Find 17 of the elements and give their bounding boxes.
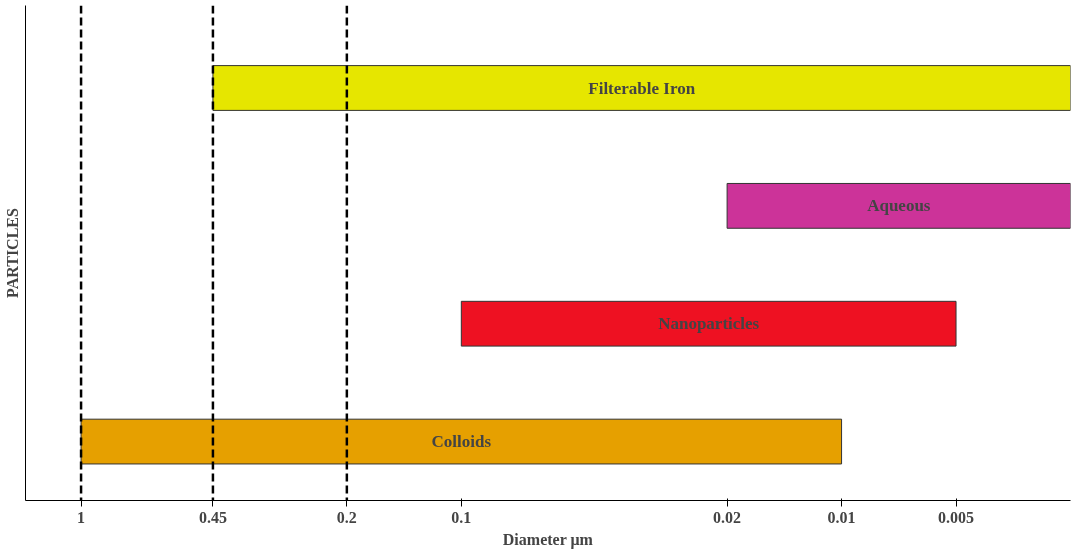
x-tick-label: 0.1 <box>451 508 472 526</box>
x-axis-title: Diameter μm <box>502 530 594 549</box>
x-tick-label: 0.45 <box>198 508 227 526</box>
bar <box>726 182 1071 229</box>
y-axis-title: PARTICLES <box>3 207 21 298</box>
x-tick-label: 0.2 <box>336 508 357 526</box>
y-tick-label: Nanoparticles <box>658 314 760 334</box>
bar <box>460 300 957 347</box>
y-tick-label: Filterable Iron <box>588 78 696 98</box>
bar <box>80 418 843 465</box>
bar <box>212 65 1071 111</box>
x-tick-label: 0.01 <box>827 508 856 526</box>
y-tick-label: Colloids <box>431 432 492 452</box>
x-tick-label: 1 <box>77 508 86 526</box>
y-tick-label: Aqueous <box>867 196 931 216</box>
x-tick-label: 0.02 <box>713 508 742 526</box>
x-tick-label: 0.005 <box>938 508 975 526</box>
